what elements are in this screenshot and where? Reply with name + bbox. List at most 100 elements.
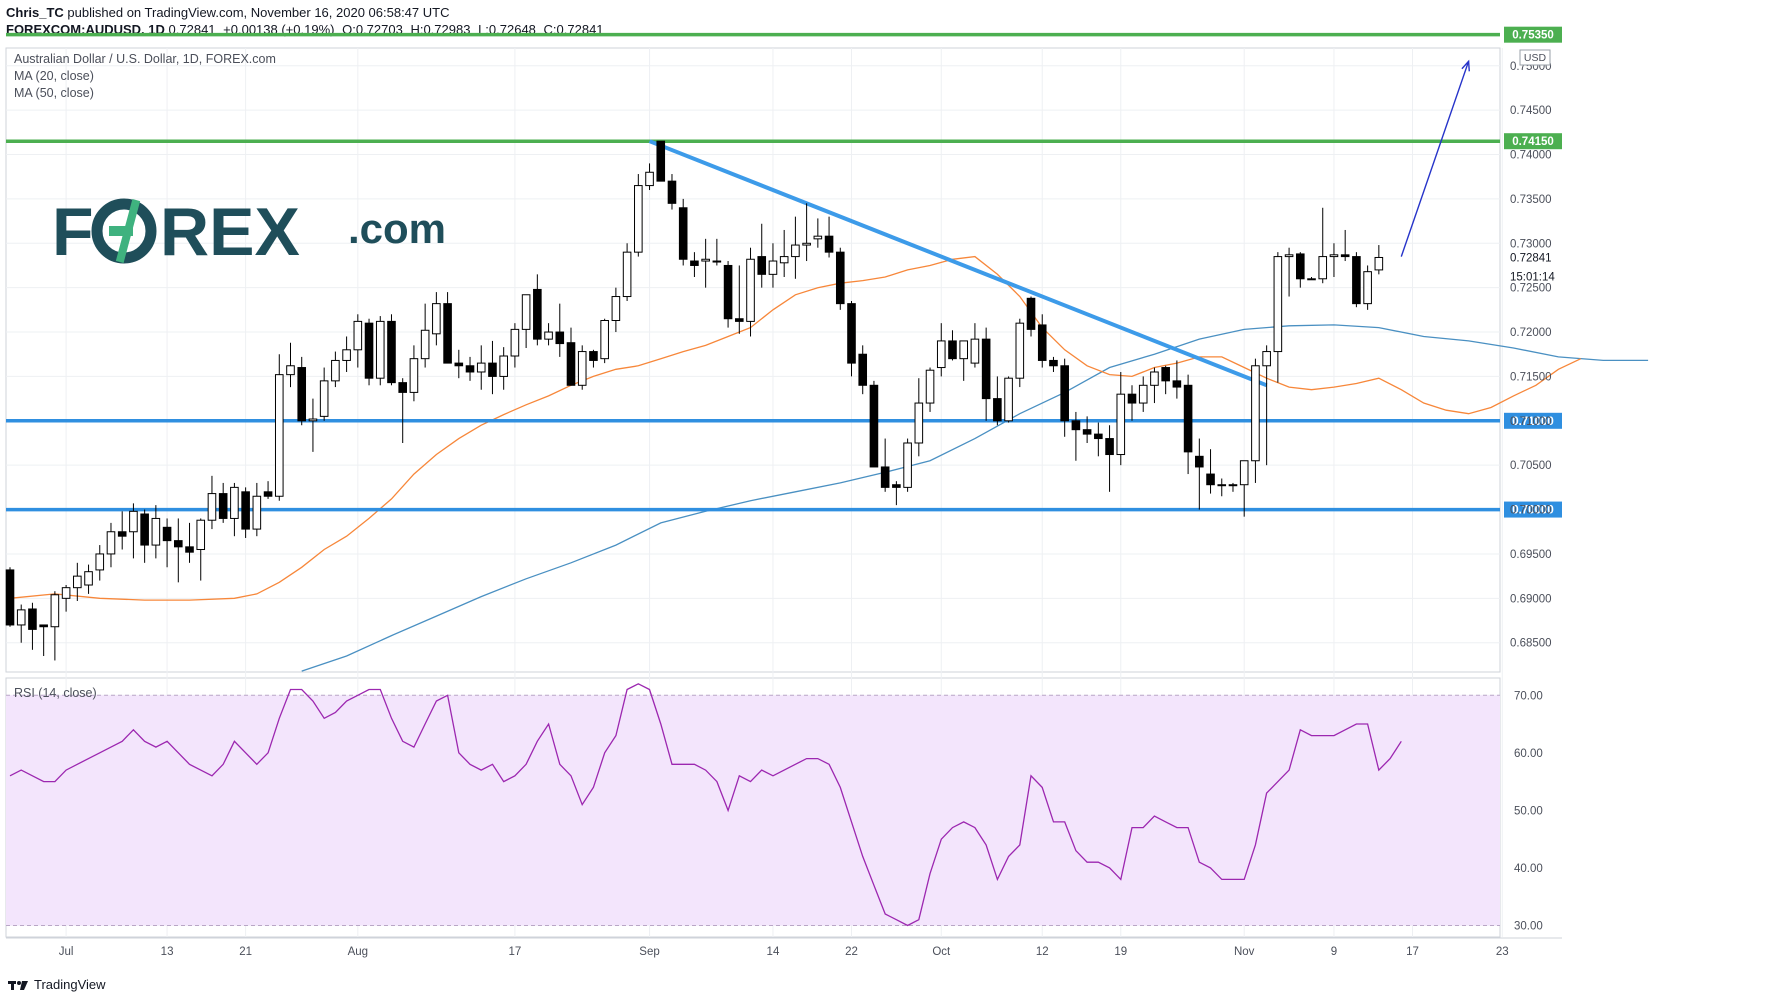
candle[interactable] <box>1071 411 1081 461</box>
candle[interactable] <box>1374 245 1384 275</box>
candle[interactable] <box>656 140 666 182</box>
candle[interactable] <box>174 518 183 583</box>
candle[interactable] <box>1060 358 1069 437</box>
candle[interactable] <box>1307 277 1316 281</box>
candle[interactable] <box>39 624 48 657</box>
candle[interactable] <box>106 522 116 568</box>
candle[interactable] <box>914 378 924 457</box>
candle[interactable] <box>746 247 755 337</box>
candle[interactable] <box>835 247 845 310</box>
candle[interactable] <box>1082 416 1092 443</box>
candle[interactable] <box>566 327 576 386</box>
candle[interactable] <box>398 378 407 443</box>
candle[interactable] <box>847 300 856 377</box>
candle[interactable] <box>1004 376 1013 423</box>
candle[interactable] <box>28 602 37 650</box>
candle[interactable] <box>1127 385 1137 421</box>
candle[interactable] <box>1217 478 1227 497</box>
candle[interactable] <box>84 564 93 594</box>
candle[interactable] <box>1138 376 1148 412</box>
candle[interactable] <box>353 314 363 368</box>
candle[interactable] <box>892 481 901 506</box>
candle[interactable] <box>925 367 935 412</box>
candle[interactable] <box>1206 449 1215 494</box>
candle[interactable] <box>791 216 800 279</box>
candle[interactable] <box>241 487 250 538</box>
candle[interactable] <box>364 318 374 386</box>
candle[interactable] <box>970 323 980 368</box>
candle[interactable] <box>802 203 811 262</box>
candle[interactable] <box>207 475 217 530</box>
candle[interactable] <box>342 336 351 372</box>
candle[interactable] <box>712 238 722 266</box>
candle[interactable] <box>993 376 1002 426</box>
candle[interactable] <box>1251 358 1260 483</box>
candle[interactable] <box>1183 374 1193 475</box>
candle[interactable] <box>375 316 385 386</box>
candle[interactable] <box>611 287 621 333</box>
candle[interactable] <box>319 367 329 421</box>
candle[interactable] <box>409 345 419 402</box>
candle[interactable] <box>331 351 340 388</box>
candle[interactable] <box>678 198 688 266</box>
candle[interactable] <box>723 261 733 328</box>
candle[interactable] <box>1329 243 1339 278</box>
candle[interactable] <box>1105 425 1114 492</box>
candle[interactable] <box>162 518 172 568</box>
candle[interactable] <box>50 591 60 661</box>
candle[interactable] <box>1318 207 1328 284</box>
candle[interactable] <box>735 265 744 334</box>
candle[interactable] <box>218 482 228 523</box>
candle[interactable] <box>858 345 868 395</box>
candle[interactable] <box>387 314 396 386</box>
candle[interactable] <box>824 216 834 258</box>
candle[interactable] <box>1015 318 1025 388</box>
tradingview-footer[interactable]: TradingView <box>8 977 106 992</box>
candle[interactable] <box>589 349 598 368</box>
candle[interactable] <box>948 330 957 361</box>
candle[interactable] <box>61 585 71 612</box>
candle[interactable] <box>577 345 587 390</box>
candle[interactable] <box>1094 422 1103 457</box>
candle[interactable] <box>230 482 239 537</box>
candle[interactable] <box>1037 314 1047 368</box>
candle[interactable] <box>1239 460 1249 517</box>
candle[interactable] <box>869 380 879 468</box>
candle[interactable] <box>1026 296 1036 337</box>
candle[interactable] <box>196 518 206 581</box>
candle[interactable] <box>634 174 643 257</box>
candle[interactable] <box>488 340 497 395</box>
candle[interactable] <box>880 438 890 492</box>
candle[interactable] <box>465 356 475 381</box>
candle[interactable] <box>1262 345 1271 466</box>
candle[interactable] <box>1195 438 1204 510</box>
candle[interactable] <box>1116 371 1126 466</box>
candle[interactable] <box>701 238 710 288</box>
candle[interactable] <box>690 252 699 278</box>
candle[interactable] <box>936 323 946 377</box>
candle[interactable] <box>151 505 161 559</box>
candle[interactable] <box>645 163 654 191</box>
candle[interactable] <box>1340 229 1350 262</box>
candle[interactable] <box>600 318 609 364</box>
candle[interactable] <box>73 562 82 601</box>
candle[interactable] <box>274 354 284 501</box>
author-name[interactable]: Chris_TC <box>6 5 64 20</box>
candle[interactable] <box>263 481 273 499</box>
candle[interactable] <box>117 511 127 550</box>
candle[interactable] <box>813 218 823 248</box>
candle[interactable] <box>252 482 262 537</box>
candle[interactable] <box>1296 252 1305 288</box>
candle[interactable] <box>420 303 430 368</box>
candle[interactable] <box>1150 367 1159 404</box>
candle[interactable] <box>499 347 508 390</box>
candle[interactable] <box>521 294 531 349</box>
candle[interactable] <box>16 604 26 643</box>
candle[interactable] <box>667 174 677 210</box>
candle[interactable] <box>903 438 912 492</box>
candle[interactable] <box>1363 265 1372 310</box>
candle[interactable] <box>622 243 632 301</box>
candle[interactable] <box>510 323 520 368</box>
candle[interactable] <box>95 545 105 581</box>
